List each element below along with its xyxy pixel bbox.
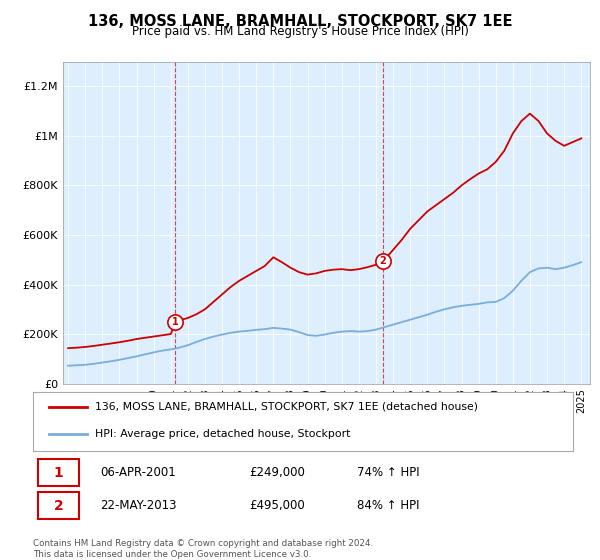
Text: 136, MOSS LANE, BRAMHALL, STOCKPORT, SK7 1EE: 136, MOSS LANE, BRAMHALL, STOCKPORT, SK7… [88, 14, 512, 29]
Text: HPI: Average price, detached house, Stockport: HPI: Average price, detached house, Stoc… [95, 430, 350, 440]
Text: 06-APR-2001: 06-APR-2001 [101, 466, 176, 479]
Text: 22-MAY-2013: 22-MAY-2013 [101, 499, 177, 512]
Text: Price paid vs. HM Land Registry's House Price Index (HPI): Price paid vs. HM Land Registry's House … [131, 25, 469, 38]
Text: £249,000: £249,000 [249, 466, 305, 479]
FancyBboxPatch shape [38, 459, 79, 486]
Text: Contains HM Land Registry data © Crown copyright and database right 2024.
This d: Contains HM Land Registry data © Crown c… [33, 539, 373, 559]
Text: 2: 2 [54, 498, 64, 512]
Text: 1: 1 [172, 317, 179, 327]
Text: 84% ↑ HPI: 84% ↑ HPI [357, 499, 419, 512]
Text: 1: 1 [54, 466, 64, 480]
Text: 2: 2 [379, 256, 386, 266]
Text: 136, MOSS LANE, BRAMHALL, STOCKPORT, SK7 1EE (detached house): 136, MOSS LANE, BRAMHALL, STOCKPORT, SK7… [95, 402, 478, 412]
FancyBboxPatch shape [38, 492, 79, 519]
Text: 74% ↑ HPI: 74% ↑ HPI [357, 466, 419, 479]
Text: £495,000: £495,000 [249, 499, 305, 512]
